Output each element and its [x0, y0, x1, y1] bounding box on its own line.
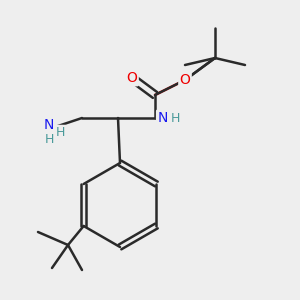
Text: O: O [127, 71, 137, 85]
Text: O: O [180, 73, 190, 87]
Text: N: N [44, 118, 54, 132]
Text: H: H [56, 126, 65, 139]
Text: H: H [171, 112, 180, 124]
Text: H: H [44, 133, 54, 146]
Text: N: N [157, 111, 168, 125]
